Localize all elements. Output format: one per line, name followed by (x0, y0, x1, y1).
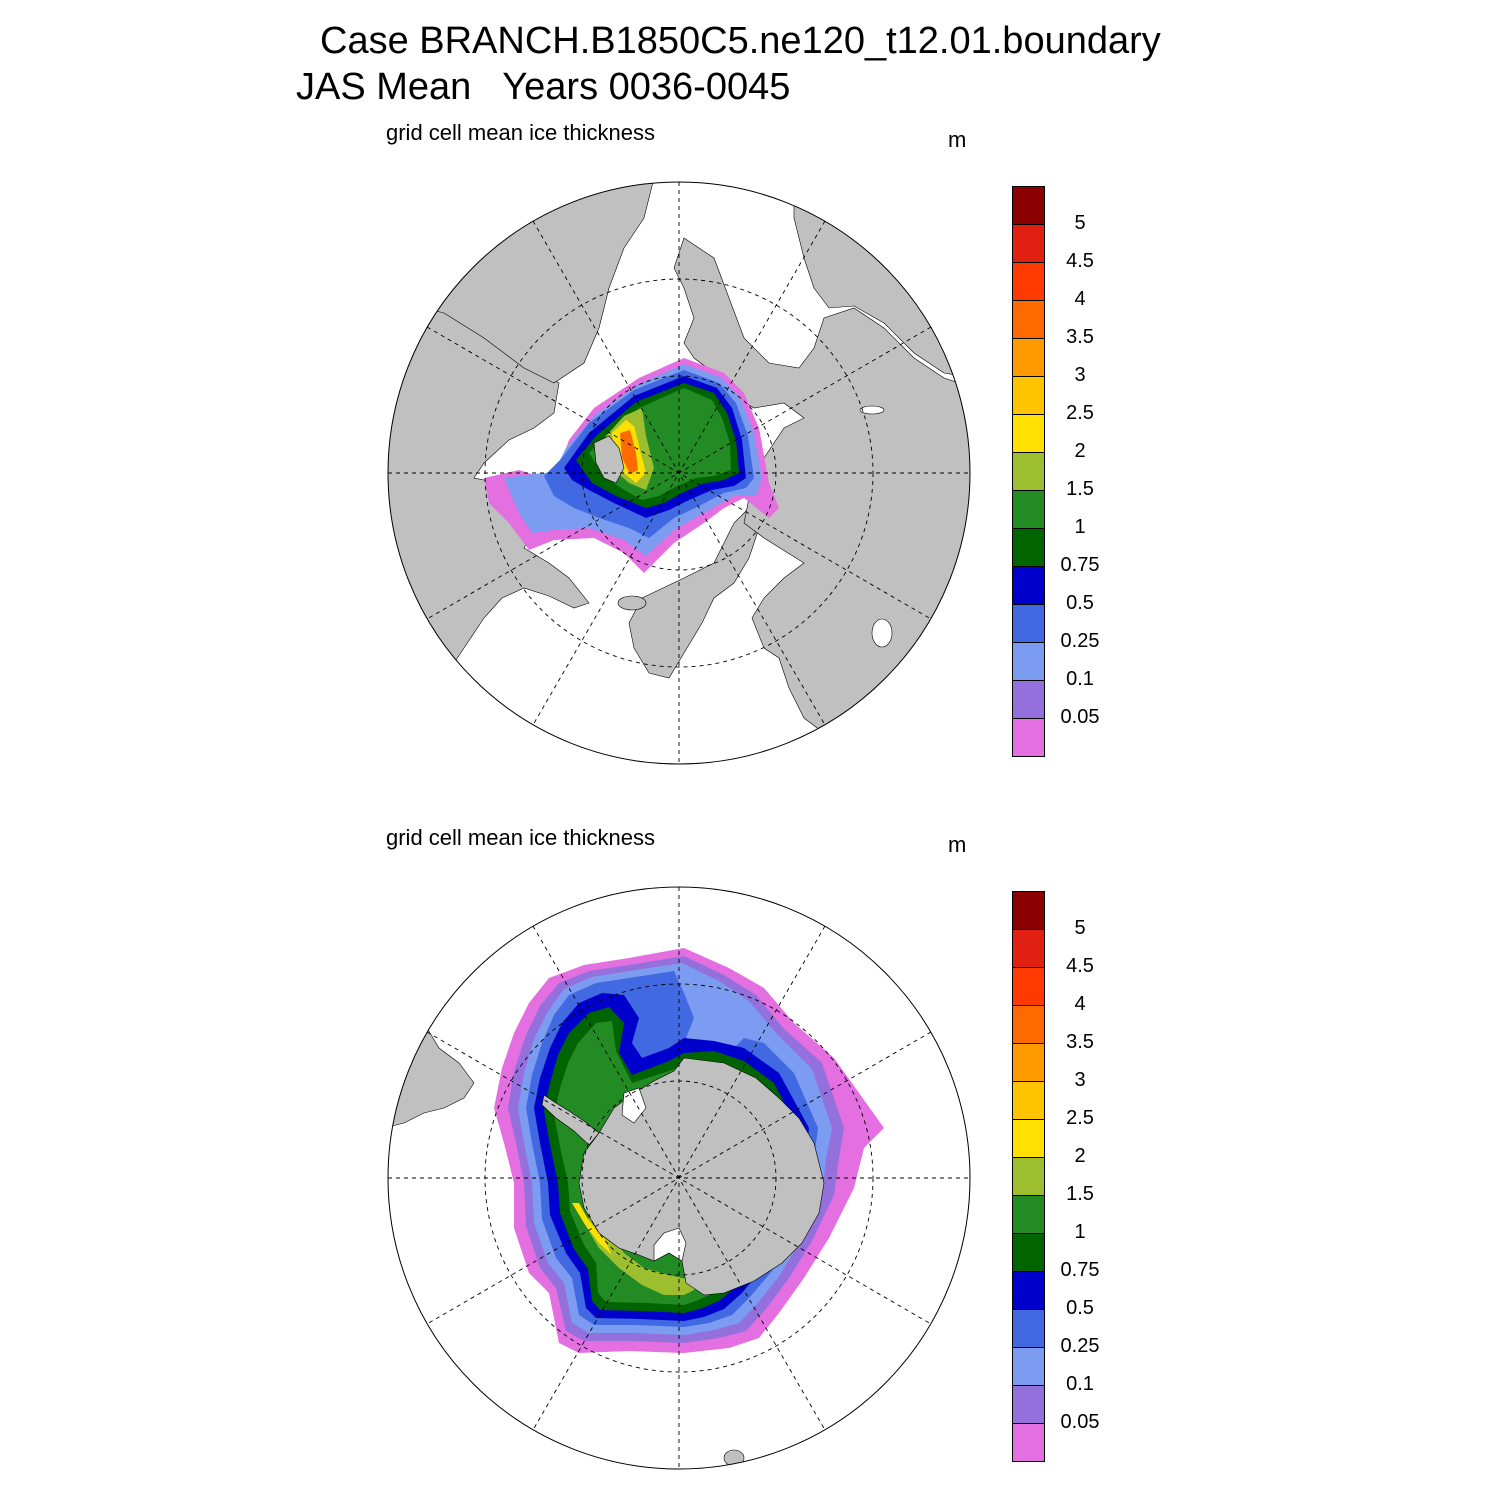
south-colorbar-label: 1.5 (1066, 1183, 1094, 1205)
south-colorbar-label: 4 (1074, 993, 1086, 1015)
north-colorbar-swatch (1012, 262, 1045, 301)
south-land-antarctic-peninsula (541, 1094, 600, 1146)
north-colorbar-swatch (1012, 338, 1045, 377)
south-colorbar-label: 2.5 (1066, 1107, 1094, 1129)
south-polar-map (387, 886, 971, 1470)
north-colorbar-swatch (1012, 414, 1045, 453)
south-colorbar-swatch (1012, 1233, 1045, 1272)
north-colorbar-label: 3 (1074, 364, 1086, 386)
plot-title-line-2: JAS Mean Years 0036-0045 (296, 66, 791, 108)
south-colorbar-label: 2 (1074, 1145, 1086, 1167)
north-colorbar-swatch (1012, 224, 1045, 263)
south-colorbar-label: 0.1 (1066, 1373, 1094, 1395)
south-colorbar-swatch (1012, 1043, 1045, 1082)
south-colorbar-label: 0.75 (1060, 1259, 1100, 1281)
south-map-border (387, 886, 971, 1470)
north-land-archipelago (593, 435, 625, 484)
north-colorbar-swatch (1012, 680, 1045, 719)
north-ice-orange (620, 430, 638, 474)
north-colorbar-label: 0.25 (1060, 630, 1100, 652)
north-colorbar-swatch (1012, 528, 1045, 567)
north-colorbar-swatch (1012, 376, 1045, 415)
south-colorbar-label: 1 (1074, 1221, 1086, 1243)
south-colorbar-label: 5 (1074, 917, 1086, 939)
north-polar-map (387, 181, 971, 765)
south-colorbar-label: 3 (1074, 1069, 1086, 1091)
north-colorbar-swatch (1012, 566, 1045, 605)
north-colorbar-label: 5 (1074, 212, 1086, 234)
south-ice-shelf-ross (653, 1227, 687, 1262)
south-panel-left-string: grid cell mean ice thickness (386, 825, 656, 850)
north-colorbar-swatch (1012, 452, 1045, 491)
north-colorbar-label: 2 (1074, 440, 1086, 462)
plot-title-line-1: Case BRANCH.B1850C5.ne120_t12.01.boundar… (320, 20, 1161, 62)
north-colorbar-swatch (1012, 186, 1045, 225)
north-colorbar-label: 1.5 (1066, 478, 1094, 500)
north-colorbar-label: 1 (1074, 516, 1086, 538)
south-colorbar-label: 0.25 (1060, 1335, 1100, 1357)
south-colorbar-label: 0.05 (1060, 1411, 1100, 1433)
south-colorbar-swatch (1012, 1385, 1045, 1424)
north-map-border (387, 181, 971, 765)
north-inland-sea (871, 618, 893, 648)
north-graticule (388, 182, 970, 764)
south-colorbar-swatch (1012, 1309, 1045, 1348)
south-colorbar-swatch (1012, 929, 1045, 968)
south-colorbar-swatch (1012, 1157, 1045, 1196)
north-colorbar-label: 0.5 (1066, 592, 1094, 614)
south-colorbar-swatch (1012, 1005, 1045, 1044)
north-colorbar-swatch (1012, 490, 1045, 529)
north-lake (859, 405, 885, 415)
south-colorbar-label: 3.5 (1066, 1031, 1094, 1053)
south-colorbar-swatch (1012, 1119, 1045, 1158)
south-colorbar-swatch (1012, 967, 1045, 1006)
north-colorbar-label: 4 (1074, 288, 1086, 310)
north-land-greenland (628, 507, 760, 679)
north-colorbar-label: 2.5 (1066, 402, 1094, 424)
south-colorbar-swatch (1012, 1423, 1045, 1462)
north-colorbar-label: 3.5 (1066, 326, 1094, 348)
north-colorbar-label: 0.05 (1060, 706, 1100, 728)
north-colorbar-label: 4.5 (1066, 250, 1094, 272)
south-panel-units: m (948, 832, 967, 857)
south-ice-shelf-weddell (621, 1087, 647, 1124)
north-colorbar-swatch (1012, 300, 1045, 339)
south-ice-yellow (572, 1203, 612, 1255)
south-colorbar-label: 0.5 (1066, 1297, 1094, 1319)
south-colorbar-swatch (1012, 1081, 1045, 1120)
north-colorbar-swatch (1012, 718, 1045, 757)
north-panel-units: m (948, 127, 967, 152)
south-colorbar-label: 4.5 (1066, 955, 1094, 977)
north-colorbar-label: 0.75 (1060, 554, 1100, 576)
south-colorbar-swatch (1012, 1347, 1045, 1386)
south-graticule (388, 887, 970, 1469)
north-land-iceland (617, 595, 647, 611)
north-panel-left-string: grid cell mean ice thickness (386, 120, 656, 145)
south-colorbar-swatch (1012, 1271, 1045, 1310)
south-colorbar-swatch (1012, 1195, 1045, 1234)
north-colorbar-label: 0.1 (1066, 668, 1094, 690)
north-colorbar-swatch (1012, 642, 1045, 681)
north-colorbar-swatch (1012, 604, 1045, 643)
south-colorbar-swatch (1012, 891, 1045, 930)
